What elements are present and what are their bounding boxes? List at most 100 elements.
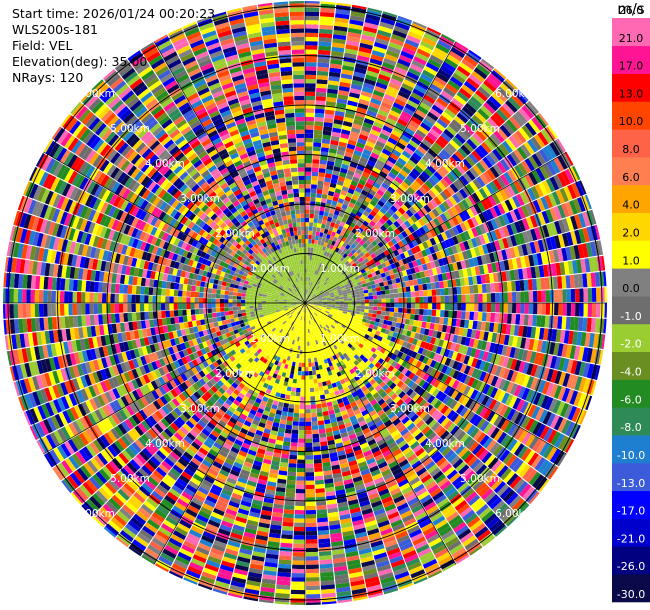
ray-gate bbox=[312, 282, 315, 288]
ray-gate bbox=[322, 259, 327, 265]
ray-gate bbox=[358, 134, 369, 141]
ray-gate bbox=[305, 400, 311, 405]
ray-gate bbox=[387, 137, 398, 146]
ray-gate bbox=[523, 314, 529, 326]
ray-gate bbox=[375, 283, 380, 288]
ray-gate bbox=[434, 121, 446, 132]
ray-gate bbox=[334, 223, 340, 229]
ray-gate bbox=[390, 303, 395, 308]
ray-gate bbox=[292, 425, 299, 431]
ray-gate bbox=[358, 46, 372, 54]
ray-gate bbox=[288, 378, 293, 383]
ray-gate bbox=[290, 391, 296, 397]
ray-gate bbox=[360, 175, 368, 182]
ray-gate bbox=[600, 287, 605, 302]
ray-gate bbox=[351, 79, 364, 87]
ray-gate bbox=[305, 125, 314, 130]
ray-gate bbox=[471, 70, 485, 83]
ray-gate bbox=[494, 282, 500, 293]
ray-gate bbox=[414, 149, 425, 158]
ray-gate bbox=[473, 67, 488, 80]
ray-gate bbox=[385, 294, 390, 299]
ray-gate bbox=[306, 598, 321, 603]
ray-gate bbox=[444, 303, 450, 310]
ray-gate bbox=[324, 173, 332, 179]
ray-gate bbox=[360, 213, 368, 221]
ray-gate bbox=[305, 137, 313, 143]
ray-gate bbox=[385, 307, 390, 312]
ray-gate bbox=[328, 76, 340, 82]
ray-gate bbox=[342, 253, 348, 259]
ray-gate bbox=[424, 115, 436, 125]
ray-gate bbox=[290, 369, 295, 375]
ray-gate bbox=[507, 303, 513, 314]
ray-gate bbox=[412, 112, 424, 122]
ray-gate bbox=[385, 89, 398, 98]
ray-gate bbox=[394, 303, 399, 308]
ray-gate bbox=[356, 211, 363, 218]
ray-gate bbox=[287, 382, 293, 388]
ray-gate bbox=[291, 585, 305, 591]
ray-gate bbox=[305, 222, 309, 227]
ray-gate bbox=[371, 93, 383, 102]
ray-gate bbox=[292, 357, 297, 363]
ray-gate bbox=[306, 572, 320, 578]
ray-gate bbox=[318, 428, 326, 434]
ray-gate bbox=[440, 310, 445, 318]
ray-gate bbox=[319, 232, 324, 237]
ray-gate bbox=[328, 186, 336, 193]
ray-gate bbox=[537, 303, 542, 315]
ray-gate bbox=[315, 365, 320, 371]
ray-gate bbox=[385, 200, 393, 209]
ray-gate bbox=[300, 388, 305, 393]
ray-gate bbox=[342, 120, 353, 128]
ray-gate bbox=[330, 135, 340, 142]
ray-gate bbox=[348, 300, 353, 303]
ray-gate bbox=[469, 285, 475, 294]
ray-gate bbox=[553, 289, 559, 303]
ray-gate bbox=[291, 387, 297, 392]
ray-gate bbox=[313, 133, 323, 139]
ray-gate bbox=[357, 102, 369, 110]
ray-gate bbox=[393, 145, 404, 154]
ray-gate bbox=[318, 272, 323, 277]
ray-gate bbox=[293, 535, 305, 540]
ray-gate bbox=[377, 295, 382, 299]
ray-gate bbox=[328, 263, 333, 269]
ray-gate bbox=[316, 244, 321, 250]
ray-gate bbox=[284, 377, 289, 383]
ray-gate bbox=[307, 290, 310, 295]
ray-gate bbox=[313, 138, 322, 143]
ray-gate bbox=[558, 289, 563, 303]
ray-gate bbox=[309, 345, 313, 350]
ray-gate bbox=[297, 371, 302, 376]
ray-gate bbox=[296, 472, 305, 477]
ray-gate bbox=[373, 306, 378, 311]
ray-gate bbox=[406, 143, 417, 152]
ray-gate bbox=[406, 291, 411, 298]
ray-gate bbox=[332, 123, 343, 129]
ray-gate bbox=[330, 59, 343, 65]
ray-gate bbox=[319, 28, 333, 35]
ray-gate bbox=[307, 341, 310, 346]
ray-gate bbox=[385, 298, 391, 303]
ray-gate bbox=[402, 130, 413, 140]
ray-gate bbox=[305, 167, 312, 172]
ray-gate bbox=[331, 46, 345, 53]
ray-gate bbox=[330, 178, 338, 184]
ray-gate bbox=[347, 139, 357, 146]
ray-gate bbox=[345, 174, 354, 181]
ray-gate bbox=[308, 370, 313, 376]
ray-gate bbox=[333, 30, 347, 36]
ray-gate bbox=[305, 146, 313, 151]
ray-gate bbox=[317, 416, 324, 422]
ray-gate bbox=[402, 297, 407, 303]
ray-gate bbox=[314, 239, 319, 245]
ray-gate bbox=[331, 218, 337, 224]
ray-gate bbox=[336, 229, 342, 235]
ray-gate bbox=[349, 88, 362, 95]
ray-gate bbox=[301, 371, 305, 376]
ray-gate bbox=[291, 573, 305, 578]
ray-gate bbox=[591, 303, 597, 318]
ray-gate bbox=[403, 42, 418, 52]
